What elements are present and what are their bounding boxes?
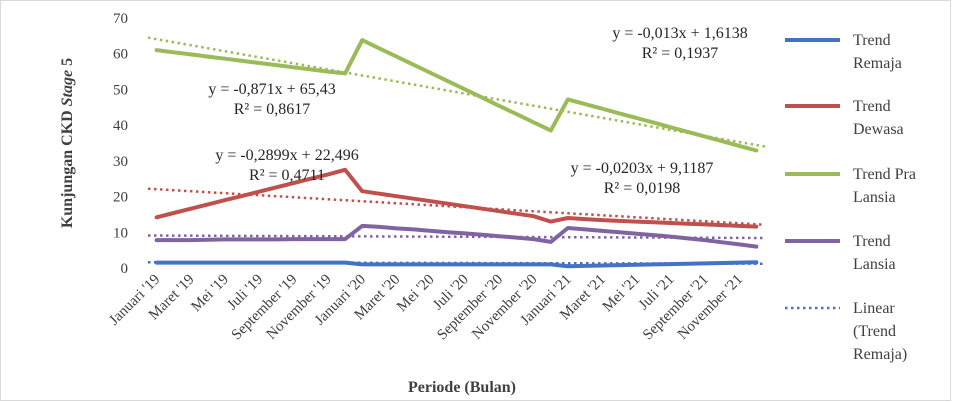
series-line-2 — [154, 38, 759, 153]
trendline-equation: y = -0,871x + 65,43 — [208, 81, 335, 98]
legend-label: Remaja — [853, 55, 902, 72]
x-axis-title: Periode (Bulan) — [408, 379, 516, 396]
legend-label: Remaja) — [853, 346, 907, 363]
legend-label: Dewasa — [853, 121, 904, 138]
series-line-3 — [154, 223, 759, 249]
trendline-r-squared: R² = 0,4711 — [249, 167, 325, 184]
y-tick-label: 10 — [113, 225, 128, 241]
y-tick-label: 20 — [113, 190, 128, 206]
trendline-equation: y = -0,0203x + 9,1187 — [571, 160, 714, 177]
x-tick-label: Mei '21 — [600, 272, 644, 316]
y-axis-title-italic: Stage — [59, 70, 76, 106]
series-line-1 — [154, 167, 759, 229]
legend-label: Linear — [853, 300, 895, 317]
y-tick-label: 30 — [113, 154, 128, 170]
legend-label: Trend Pra — [853, 166, 916, 183]
legend-label: Trend — [853, 233, 891, 250]
y-axis-title: Kunjungan CKD Stage 5 — [59, 58, 76, 228]
legend-label: Lansia — [853, 256, 896, 273]
legend-label: Lansia — [853, 189, 896, 206]
x-tick-label: Mei '19 — [188, 272, 232, 316]
trendline-2 — [147, 36, 766, 148]
trendline-3 — [147, 234, 766, 240]
series-line-0 — [154, 260, 759, 269]
y-tick-label: 0 — [121, 261, 129, 277]
y-tick-label: 40 — [113, 118, 128, 134]
y-axis-title-main: Kunjungan CKD — [59, 106, 76, 228]
y-tick-label: 50 — [113, 82, 128, 98]
legend-label: Trend — [853, 32, 891, 49]
y-tick-label: 70 — [113, 11, 128, 27]
y-axis-title-tail: 5 — [59, 58, 76, 70]
y-tick-label: 60 — [113, 47, 128, 63]
trendline-equation: y = -0,2899x + 22,496 — [215, 147, 358, 164]
legend-label: (Trend — [853, 323, 896, 340]
x-tick-label: Mei '20 — [394, 272, 438, 316]
trendline-equation: y = -0,013x + 1,6138 — [612, 25, 747, 42]
trendline-r-squared: R² = 0,0198 — [604, 180, 681, 197]
trendline-r-squared: R² = 0,1937 — [642, 45, 719, 62]
legend-label: Trend — [853, 98, 891, 115]
trendline-r-squared: R² = 0,8617 — [234, 101, 311, 118]
